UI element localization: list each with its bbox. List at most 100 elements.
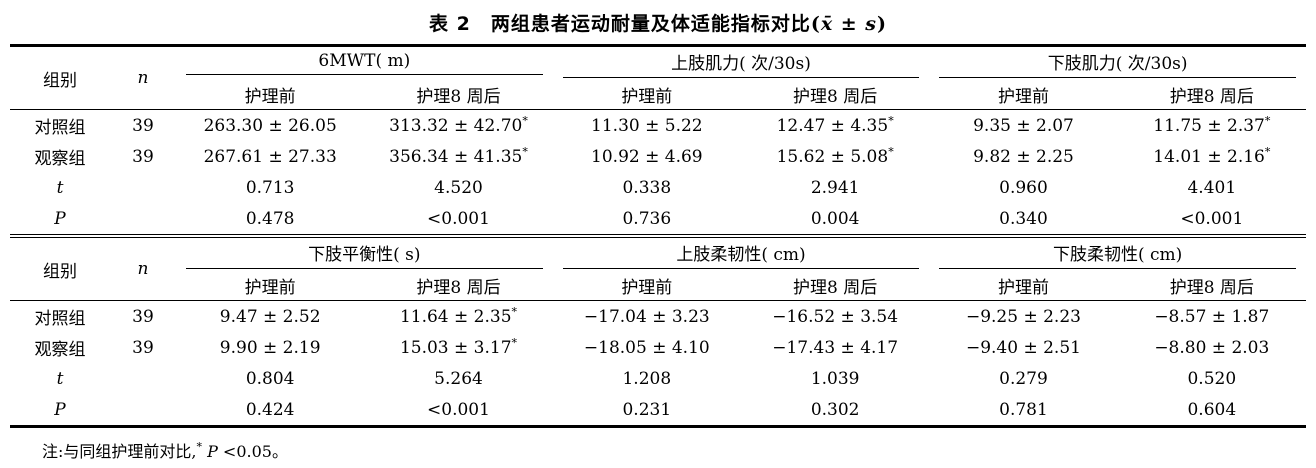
value-cell: 0.231	[622, 399, 672, 420]
value-cell: 0.520	[1187, 368, 1237, 389]
spanner-upper-strength: 上肢肌力( 次/30s)	[553, 47, 930, 79]
footnote-asterisk: *	[196, 440, 202, 454]
row-label: P	[54, 399, 66, 420]
value-cell: 267.61 ± 27.33	[203, 146, 337, 167]
value-cell: 0.736	[622, 208, 672, 229]
value-cell: −18.05 ± 4.10	[583, 337, 710, 358]
value-cell: 313.32 ± 42.70*	[389, 113, 528, 136]
subheader-post: 护理8 周后	[740, 270, 930, 301]
value-cell: 4.520	[434, 177, 483, 198]
spanner-upper-flexibility-label: 上肢柔韧性( cm)	[562, 240, 920, 269]
n-column-header: n	[110, 238, 176, 301]
row-label: t	[56, 368, 64, 389]
value-cell: 11.30 ± 5.22	[591, 115, 703, 136]
table-row-control: 对照组 39 263.30 ± 26.05 313.32 ± 42.70* 11…	[10, 110, 1306, 142]
table-row-observation: 观察组 39 9.90 ± 2.19 15.03 ± 3.17* −18.05 …	[10, 332, 1306, 363]
row-label: P	[54, 208, 66, 229]
spanner-lower-flexibility-label: 下肢柔韧性( cm)	[939, 240, 1296, 269]
spanner-lower-flexibility: 下肢柔韧性( cm)	[929, 238, 1306, 270]
table-block-1: 组别 n 6MWT( m) 上肢肌力( 次/30s) 下肢肌力( 次/30s) …	[10, 47, 1306, 238]
header-spanner-row: 组别 n 6MWT( m) 上肢肌力( 次/30s) 下肢肌力( 次/30s)	[10, 47, 1306, 110]
value-cell: −9.25 ± 2.23	[965, 306, 1081, 327]
significance-asterisk: *	[888, 144, 894, 158]
row-n: 39	[132, 306, 154, 327]
value-cell: −17.04 ± 3.23	[583, 306, 710, 327]
spanner-lower-balance-label: 下肢平衡性( s)	[186, 240, 543, 269]
value-cell: 10.92 ± 4.69	[591, 146, 703, 167]
value-cell: 9.35 ± 2.07	[973, 115, 1074, 136]
row-label: 观察组	[34, 149, 86, 169]
value-cell: 0.781	[999, 399, 1048, 420]
value-cell: 9.47 ± 2.52	[219, 306, 321, 327]
subheader-pre: 护理前	[176, 79, 365, 110]
table-row-observation: 观察组 39 267.61 ± 27.33 356.34 ± 41.35* 10…	[10, 141, 1306, 172]
table-row-p-value: P 0.424 <0.001 0.231 0.302 0.781 0.604	[10, 394, 1306, 425]
value-cell: 15.62 ± 5.08*	[776, 144, 894, 167]
footnote-text: 注:与同组护理前对比,	[42, 442, 197, 461]
spanner-upper-flexibility: 上肢柔韧性( cm)	[553, 238, 930, 270]
spanner-lower-strength-label: 下肢肌力( 次/30s)	[939, 49, 1296, 78]
spanner-6mwt-label: 6MWT( m)	[186, 51, 543, 75]
value-cell: <0.001	[427, 399, 490, 420]
row-n	[110, 172, 176, 203]
value-cell: −16.52 ± 3.54	[772, 306, 899, 327]
value-cell: −8.57 ± 1.87	[1154, 306, 1270, 327]
table-row-control: 对照组 39 9.47 ± 2.52 11.64 ± 2.35* −17.04 …	[10, 301, 1306, 333]
footnote-threshold: <0.05。	[217, 442, 288, 461]
header-spanner-row: 组别 n 下肢平衡性( s) 上肢柔韧性( cm) 下肢柔韧性( cm)	[10, 238, 1306, 301]
table-title: 表 2 两组患者运动耐量及体适能指标对比(x̄ ± s)	[0, 0, 1316, 44]
subheader-post: 护理8 周后	[364, 79, 553, 110]
row-label: t	[56, 177, 64, 198]
header-subhead-row: 护理前 护理8 周后 护理前 护理8 周后 护理前 护理8 周后	[10, 270, 1306, 301]
subheader-post: 护理8 周后	[1117, 79, 1306, 110]
footnote-p-symbol: P	[207, 442, 218, 461]
subheader-pre: 护理前	[552, 270, 741, 301]
value-cell: 11.75 ± 2.37*	[1153, 113, 1271, 136]
subheader-post: 护理8 周后	[740, 79, 930, 110]
significance-asterisk: *	[522, 144, 528, 158]
row-n	[110, 394, 176, 425]
group-column-header: 组别	[10, 238, 110, 301]
value-cell: 0.478	[245, 208, 295, 229]
n-column-header: n	[110, 47, 176, 110]
value-cell: 11.64 ± 2.35*	[399, 304, 518, 327]
value-cell: 263.30 ± 26.05	[203, 115, 337, 136]
subheader-pre: 护理前	[929, 79, 1118, 110]
stat-open-paren: (	[810, 13, 821, 35]
subheader-pre: 护理前	[929, 270, 1118, 301]
value-cell: <0.001	[427, 208, 490, 229]
value-cell: 14.01 ± 2.16*	[1153, 144, 1271, 167]
spanner-lower-strength: 下肢肌力( 次/30s)	[929, 47, 1306, 79]
value-cell: 0.804	[245, 368, 295, 389]
significance-asterisk: *	[511, 335, 518, 349]
row-label: 对照组	[34, 309, 86, 329]
table-row-t-statistic: t 0.804 5.264 1.208 1.039 0.279 0.520	[10, 363, 1306, 394]
row-n: 39	[132, 146, 154, 167]
value-cell: 9.90 ± 2.19	[219, 337, 321, 358]
value-cell: 0.340	[999, 208, 1048, 229]
row-n: 39	[132, 337, 154, 358]
spanner-lower-balance: 下肢平衡性( s)	[176, 238, 553, 270]
significance-asterisk: *	[888, 113, 894, 127]
value-cell: <0.001	[1180, 208, 1244, 229]
header-subhead-row: 护理前 护理8 周后 护理前 护理8 周后 护理前 护理8 周后	[10, 79, 1306, 110]
value-cell: 0.604	[1187, 399, 1237, 420]
subheader-pre: 护理前	[176, 270, 365, 301]
row-label: 观察组	[34, 340, 86, 360]
table-title-text: 表 2 两组患者运动耐量及体适能指标对比	[428, 13, 811, 35]
table-row-t-statistic: t 0.713 4.520 0.338 2.941 0.960 4.401	[10, 172, 1306, 203]
subheader-post: 护理8 周后	[364, 270, 553, 301]
significance-asterisk: *	[1264, 113, 1271, 127]
value-cell: 2.941	[810, 177, 860, 198]
significance-asterisk: *	[522, 113, 528, 127]
value-cell: −8.80 ± 2.03	[1154, 337, 1270, 358]
value-cell: 0.338	[622, 177, 672, 198]
value-cell: 15.03 ± 3.17*	[399, 335, 518, 358]
stat-notation: x̄ ± s	[820, 13, 878, 35]
value-cell: 0.424	[245, 399, 295, 420]
value-cell: 12.47 ± 4.35*	[776, 113, 894, 136]
subheader-pre: 护理前	[552, 79, 741, 110]
subheader-post: 护理8 周后	[1117, 270, 1306, 301]
comparison-table: 组别 n 6MWT( m) 上肢肌力( 次/30s) 下肢肌力( 次/30s) …	[10, 44, 1306, 428]
group-column-header: 组别	[10, 47, 110, 110]
